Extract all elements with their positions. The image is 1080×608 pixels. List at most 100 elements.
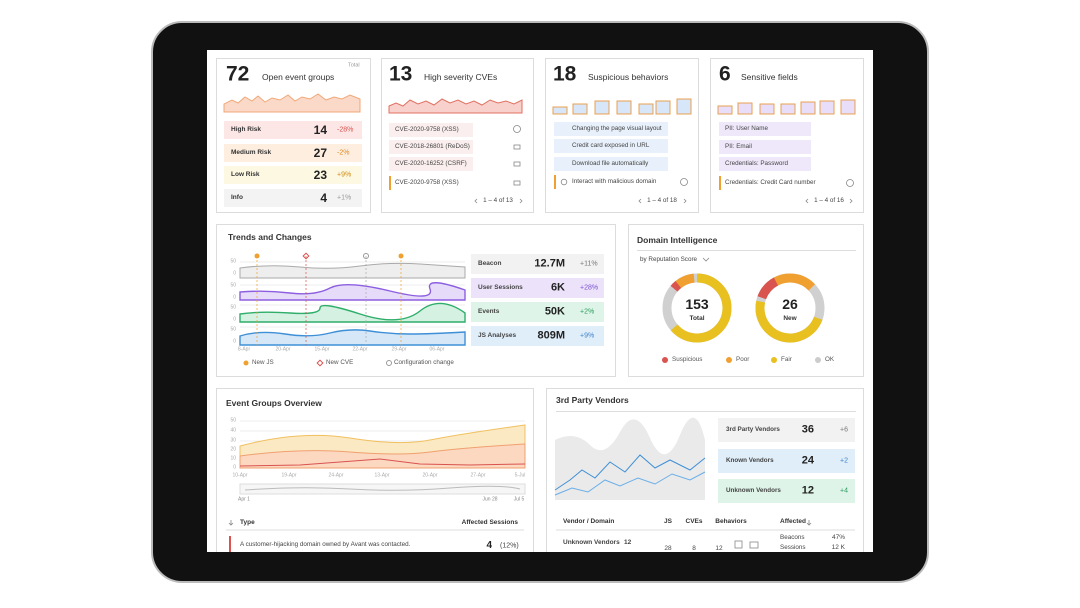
column-header: CVEs [685, 517, 703, 525]
legend-item: New CVE [326, 358, 354, 366]
brush-label: Apr 1 [238, 496, 250, 503]
list-item: Credit card exposed in URL [572, 141, 650, 149]
dashboard-screen: 72 Open event groups 13 High severity CVEs 1… [207, 50, 873, 552]
y-label: 0 [233, 338, 236, 345]
y-label: 50 [230, 304, 236, 311]
legend-item: Poor [736, 355, 750, 363]
brush-label: Jun 28 [482, 496, 498, 503]
item-bg [719, 157, 811, 171]
pager: 1 – 4 of 13 [483, 196, 513, 204]
y-label: 50 [230, 326, 236, 333]
affected-label: Sessions [780, 543, 806, 551]
filter-dropdown: by Reputation Score [640, 255, 698, 263]
y-label: 0 [233, 270, 236, 277]
kpi-note: Total [348, 62, 360, 69]
x-label: 29-Apr [391, 346, 407, 353]
x-label: 5-Jul [514, 472, 526, 479]
brush-label: Jul 5 [513, 496, 525, 503]
legend-item: Configuration change [394, 358, 454, 366]
column-header: Behaviors [715, 517, 747, 525]
legend-item: OK [825, 355, 835, 363]
x-label: 27-Apr [470, 472, 486, 479]
stat-change: +28% [580, 284, 599, 292]
list-item: PII: User Name [725, 124, 769, 132]
vendor-name: Unknown Vendors [563, 538, 620, 546]
kpi-value: 72 [226, 62, 250, 86]
stat-value: 12.7M [534, 257, 565, 270]
kpi-title: High severity CVEs [424, 71, 498, 82]
risk-label: Low Risk [231, 170, 260, 178]
x-label: 06-Apr [429, 346, 445, 353]
affected-label: Beacons [780, 533, 805, 541]
column-header: Type [240, 518, 255, 526]
y-label: 20 [230, 446, 236, 453]
kpi-value: 6 [719, 62, 731, 86]
stat-change: +2 [840, 457, 848, 465]
list-item: CVE-2020-16252 (CSRF) [395, 159, 467, 167]
legend-item: New JS [252, 358, 274, 366]
item-marker [554, 175, 556, 189]
risk-row [224, 121, 362, 139]
donut-label: New [783, 314, 797, 322]
affected-value: 47% [831, 533, 845, 541]
y-label: 40 [230, 427, 236, 434]
y-label: 50 [230, 258, 236, 265]
section-title: Domain Intelligence [637, 234, 718, 245]
list-item: PII: Email [725, 142, 752, 150]
x-label: 13-Apr [374, 472, 390, 479]
stat-value: 809M [537, 329, 565, 342]
x-label: 19-Apr [281, 472, 297, 479]
divider [556, 411, 856, 412]
stat-label: Events [478, 307, 500, 315]
decorations [216, 58, 864, 552]
x-label: 20-Apr [422, 472, 438, 479]
item-bg [554, 139, 668, 153]
stat-value: 12 [801, 484, 814, 497]
stat-box [718, 449, 855, 473]
stat-change: +4 [840, 487, 848, 495]
stat-change: +2% [580, 308, 595, 316]
vendor-behaviors: 12 [715, 544, 723, 552]
stat-change: +11% [580, 260, 598, 268]
column-header: JS [664, 517, 672, 525]
list-item: Download file automatically [572, 159, 649, 167]
stat-label: Known Vendors [726, 456, 774, 464]
risk-label: Medium Risk [231, 148, 272, 156]
item-bg [389, 157, 473, 171]
stat-box [718, 479, 855, 503]
pager: 1 – 4 of 18 [647, 196, 677, 204]
stat-box [471, 278, 604, 298]
y-label: 0 [233, 316, 236, 323]
divider [637, 250, 856, 251]
section-title: Trends and Changes [228, 231, 312, 242]
column-header: Vendor / Domain [563, 517, 615, 525]
risk-row [224, 188, 362, 207]
vendor-count: 12 [624, 538, 632, 546]
list-item: CVE-2018-26801 (ReDoS) [395, 142, 470, 150]
donut-label: Total [689, 314, 705, 322]
y-label: 0 [233, 464, 236, 471]
event-type: A customer-hijacking domain owned by Ava… [240, 540, 411, 548]
stat-label: 3rd Party Vendors [726, 425, 780, 433]
risk-change: -2% [337, 149, 350, 156]
item-bg [719, 122, 811, 136]
list-item: CVE-2020-9758 (XSS) [395, 125, 459, 133]
section-title: Event Groups Overview [226, 397, 322, 408]
legend-item: Suspicious [672, 355, 703, 363]
list-item: Credentials: Password [725, 159, 788, 167]
stat-change: +9% [580, 332, 595, 340]
affected-value: 12 K [831, 543, 845, 551]
list-item: Credentials: Credit Card number [725, 178, 816, 186]
risk-count: 23 [313, 168, 327, 182]
stat-label: Beacon [478, 259, 502, 267]
stat-value: 36 [801, 423, 814, 436]
vendor-cves: 8 [692, 544, 696, 552]
column-header: Affected [780, 517, 807, 525]
kpi-value: 13 [389, 62, 413, 86]
risk-count: 14 [313, 123, 327, 137]
item-bg [554, 122, 668, 136]
column-header: Affected Sessions [461, 518, 518, 526]
x-label: 15-Apr [314, 346, 330, 353]
list-item: Changing the page visual layout [572, 124, 662, 132]
